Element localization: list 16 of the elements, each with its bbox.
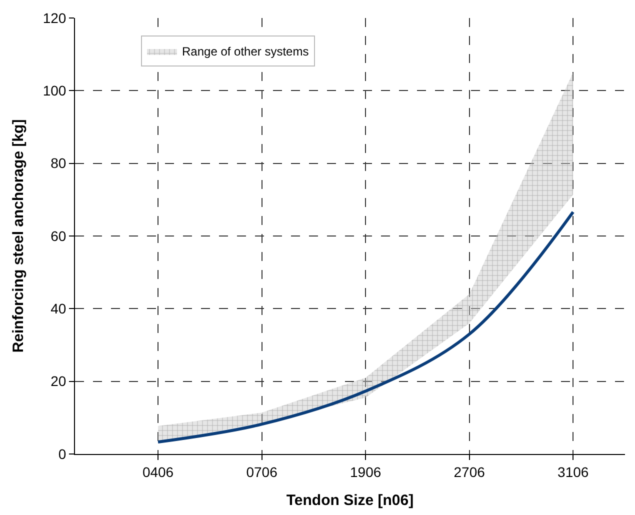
- y-tick-label: 100: [42, 82, 66, 99]
- y-tick-label: 120: [42, 10, 66, 26]
- x-tick-label: 0706: [246, 464, 278, 480]
- y-tick-label: 60: [50, 228, 66, 244]
- x-tick-label: 2706: [454, 464, 486, 480]
- y-axis-title: Reinforcing steel anchorage [kg]: [10, 119, 28, 353]
- x-tick-label: 0406: [142, 464, 174, 480]
- y-tick-label: 80: [50, 155, 66, 172]
- y-tick-label: 20: [50, 373, 66, 390]
- x-tick-label: 1906: [350, 464, 382, 480]
- line-series: [156, 210, 575, 444]
- y-tick-label: 0: [58, 446, 66, 462]
- legend-label: Range of other systems: [182, 44, 309, 59]
- x-axis-title: Tendon Size [n06]: [286, 492, 414, 509]
- y-tick-label: 40: [50, 300, 66, 317]
- x-tick-label: 3106: [558, 464, 589, 480]
